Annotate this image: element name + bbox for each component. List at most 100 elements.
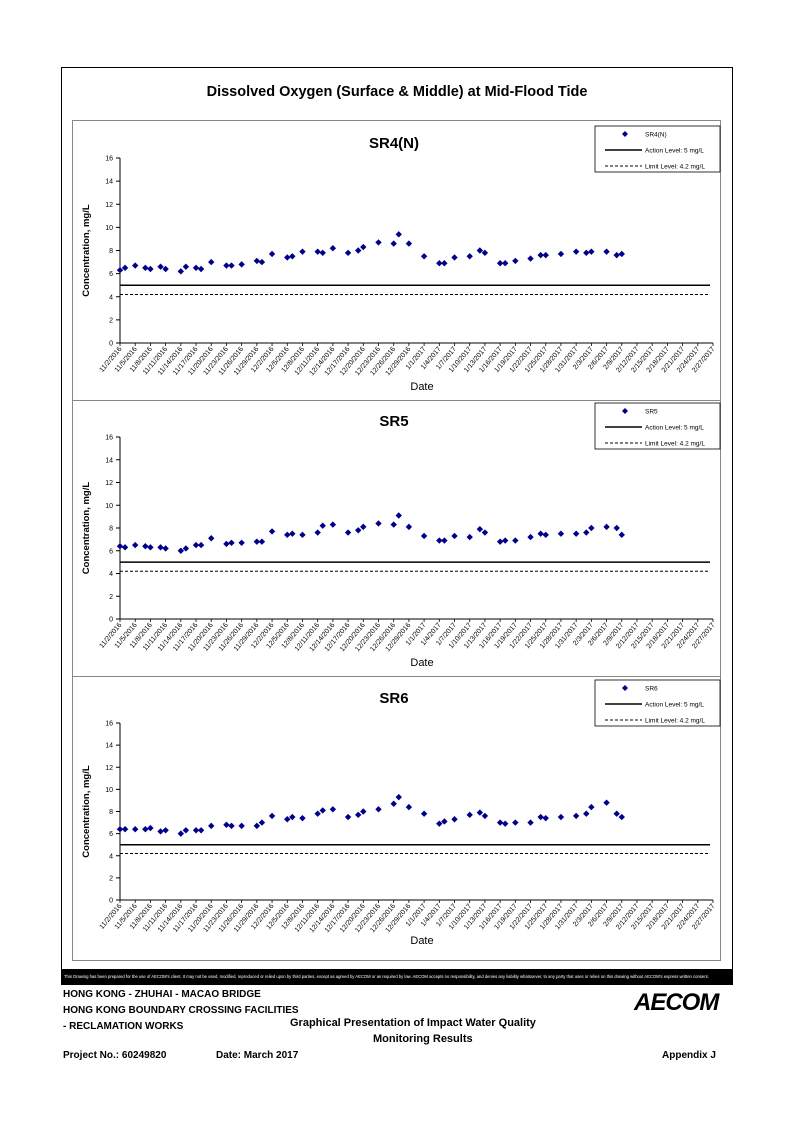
- x-axis-label: Date: [410, 381, 433, 393]
- data-point: [116, 543, 124, 550]
- data-point: [284, 254, 291, 261]
- data-point: [588, 524, 595, 532]
- data-point: [208, 258, 215, 266]
- data-point: [329, 244, 337, 252]
- data-point: [572, 812, 580, 820]
- data-point: [395, 231, 402, 238]
- data-point: [258, 819, 266, 826]
- chart-panel-3: [72, 676, 721, 961]
- appendix-label: Appendix J: [662, 1050, 716, 1061]
- y-tick-label: 10: [105, 787, 113, 794]
- y-tick-label: 16: [105, 721, 113, 728]
- data-point: [583, 529, 590, 536]
- data-point: [420, 253, 428, 260]
- data-point: [420, 532, 428, 540]
- data-point: [268, 250, 276, 258]
- y-tick-label: 16: [105, 435, 113, 442]
- y-tick-label: 2: [109, 594, 113, 601]
- data-point: [284, 531, 291, 539]
- data-point: [618, 250, 625, 258]
- data-point: [618, 813, 625, 821]
- data-point: [162, 265, 169, 273]
- data-point: [375, 239, 382, 246]
- data-point: [238, 539, 245, 546]
- data-point: [182, 827, 190, 834]
- y-tick-label: 6: [109, 831, 113, 838]
- data-point: [476, 525, 484, 533]
- y-tick-label: 4: [109, 853, 113, 860]
- y-tick-label: 0: [109, 617, 113, 624]
- y-tick-label: 8: [109, 248, 113, 255]
- legend-marker-series: [622, 685, 628, 691]
- y-tick-label: 8: [109, 809, 113, 816]
- chart-title: SR5: [379, 413, 408, 430]
- data-point: [197, 827, 205, 834]
- data-point: [121, 826, 129, 833]
- data-point: [142, 826, 149, 833]
- data-point: [228, 539, 235, 546]
- y-axis-label: Concentration, mg/L: [81, 765, 92, 858]
- data-point: [238, 261, 245, 268]
- data-point: [157, 263, 164, 270]
- data-point: [314, 529, 321, 536]
- data-point: [583, 810, 590, 817]
- data-point: [390, 240, 397, 247]
- data-point: [157, 544, 164, 551]
- data-point: [583, 249, 590, 257]
- data-point: [405, 803, 413, 811]
- data-point: [314, 810, 321, 817]
- data-point: [197, 541, 205, 549]
- data-point: [299, 531, 306, 539]
- y-tick-label: 6: [109, 271, 113, 278]
- legend-label-series: SR5: [645, 409, 658, 416]
- x-axis-label: Date: [410, 935, 433, 947]
- chart-legend: SR4(N) Action Level: 5 mg/L Limit Level: 4…: [594, 125, 721, 173]
- data-point: [223, 540, 230, 548]
- data-point: [319, 249, 326, 257]
- data-point: [182, 263, 190, 270]
- drawing-date: Date: March 2017: [216, 1050, 299, 1061]
- aecom-logo: AECOM: [634, 989, 719, 1016]
- data-point: [299, 814, 306, 822]
- y-tick-label: 4: [109, 571, 113, 578]
- data-point: [258, 538, 266, 545]
- y-axis-label: Concentration, mg/L: [81, 204, 92, 297]
- data-point: [360, 243, 367, 251]
- data-point: [613, 524, 620, 532]
- legend-label-limit: Limit Level: 4.2 mg/L: [645, 164, 705, 171]
- data-point: [197, 265, 205, 273]
- data-point: [192, 541, 200, 549]
- data-point: [299, 248, 306, 255]
- data-point: [557, 250, 565, 258]
- data-point: [542, 531, 549, 539]
- data-point: [512, 257, 519, 265]
- y-tick-label: 10: [105, 503, 113, 510]
- data-point: [375, 806, 382, 813]
- data-point: [405, 240, 413, 247]
- data-point: [451, 254, 458, 261]
- data-point: [116, 266, 124, 274]
- y-tick-label: 12: [105, 765, 113, 772]
- data-point: [603, 523, 610, 531]
- legend-label-series: SR4(N): [645, 132, 667, 139]
- project-name-line2: HONG KONG BOUNDARY CROSSING FACILITIES: [63, 1005, 299, 1016]
- data-point: [162, 827, 169, 834]
- data-point: [542, 251, 549, 259]
- y-tick-label: 14: [105, 457, 113, 464]
- y-tick-label: 12: [105, 480, 113, 487]
- legend-label-action: Action Level: 5 mg/L: [645, 702, 704, 709]
- data-point: [501, 260, 509, 267]
- data-point: [132, 262, 139, 269]
- data-point: [542, 814, 549, 822]
- data-point: [390, 800, 397, 807]
- data-point: [223, 262, 230, 269]
- data-point: [121, 264, 129, 272]
- data-point: [537, 813, 544, 821]
- chart-legend: SR6 Action Level: 5 mg/L Limit Level: 4.2 …: [594, 679, 721, 727]
- y-tick-label: 6: [109, 548, 113, 555]
- data-point: [289, 253, 296, 260]
- data-point: [147, 265, 154, 273]
- data-point: [355, 247, 362, 254]
